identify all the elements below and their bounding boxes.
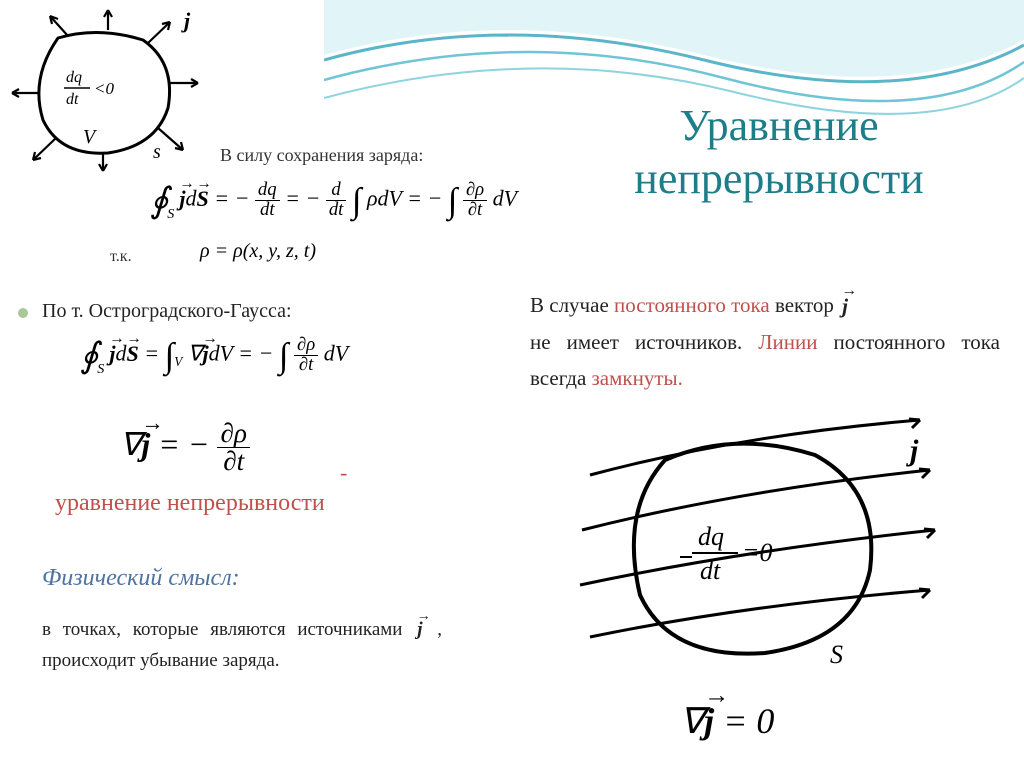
since-label: т.к. [110, 248, 132, 266]
diagram-closed-current: j S dq dt =0 [570, 405, 950, 685]
svg-text:V: V [83, 126, 98, 148]
right-line1a: В случае [530, 293, 614, 317]
phys-text-part1: в точках, которые являются источниками [42, 619, 414, 640]
equation-continuity: ∇j = − ∂ρ∂t [120, 420, 250, 475]
svg-text:j: j [181, 8, 191, 33]
equation-ostrogradsky: ∮ jdS = ∫V ∇jdV = − ∫ ∂ρ∂t dV [80, 335, 348, 376]
svg-text:S: S [830, 640, 843, 669]
constant-current-text: В случае постоянного тока вектор j не им… [530, 288, 1000, 396]
svg-text:<0: <0 [94, 79, 114, 98]
j-vector-inline: j [417, 615, 422, 645]
right-line2c: замкнуты. [592, 366, 683, 390]
equation-charge-surface: ∮ jdS = − dqdt = − ddt ∫ ρdV = − ∫ ∂ρ∂t … [150, 180, 517, 221]
svg-text:dt: dt [700, 556, 721, 585]
right-line1c: вектор [770, 293, 839, 317]
physical-meaning-title: Физический смысл: [42, 565, 240, 592]
charge-conservation-label: В силу сохранения заряда: [220, 145, 423, 166]
equation-div-j-zero: ∇j = 0 [680, 700, 774, 742]
j-vector-inline-right: j [842, 289, 848, 325]
physical-meaning-text: в точках, которые являются источниками j… [42, 615, 442, 676]
ostrogradsky-gauss-label: По т. Остроградского-Гаусса: [42, 300, 292, 323]
svg-text:=0: =0 [742, 538, 773, 567]
equation-rho-function: ρ = ρ(x, y, z, t) [200, 240, 316, 263]
right-line1b: постоянного тока [614, 293, 770, 317]
svg-text:s: s [153, 141, 161, 163]
right-line2a: не имеет источников. [530, 330, 758, 354]
svg-text:dq: dq [66, 69, 82, 86]
svg-text:dt: dt [66, 91, 79, 108]
svg-text:dq: dq [698, 522, 724, 551]
continuity-equation-label: уравнение непрерывности [55, 490, 325, 517]
slide-title: Уравнение непрерывности [554, 100, 1004, 206]
bullet-icon [18, 308, 28, 318]
svg-text:j: j [906, 434, 919, 467]
right-line2b-lines: Линии [758, 330, 817, 354]
dash-marker: - [340, 460, 347, 486]
diagram-diverging-current: j s V dq dt <0 [8, 8, 203, 173]
